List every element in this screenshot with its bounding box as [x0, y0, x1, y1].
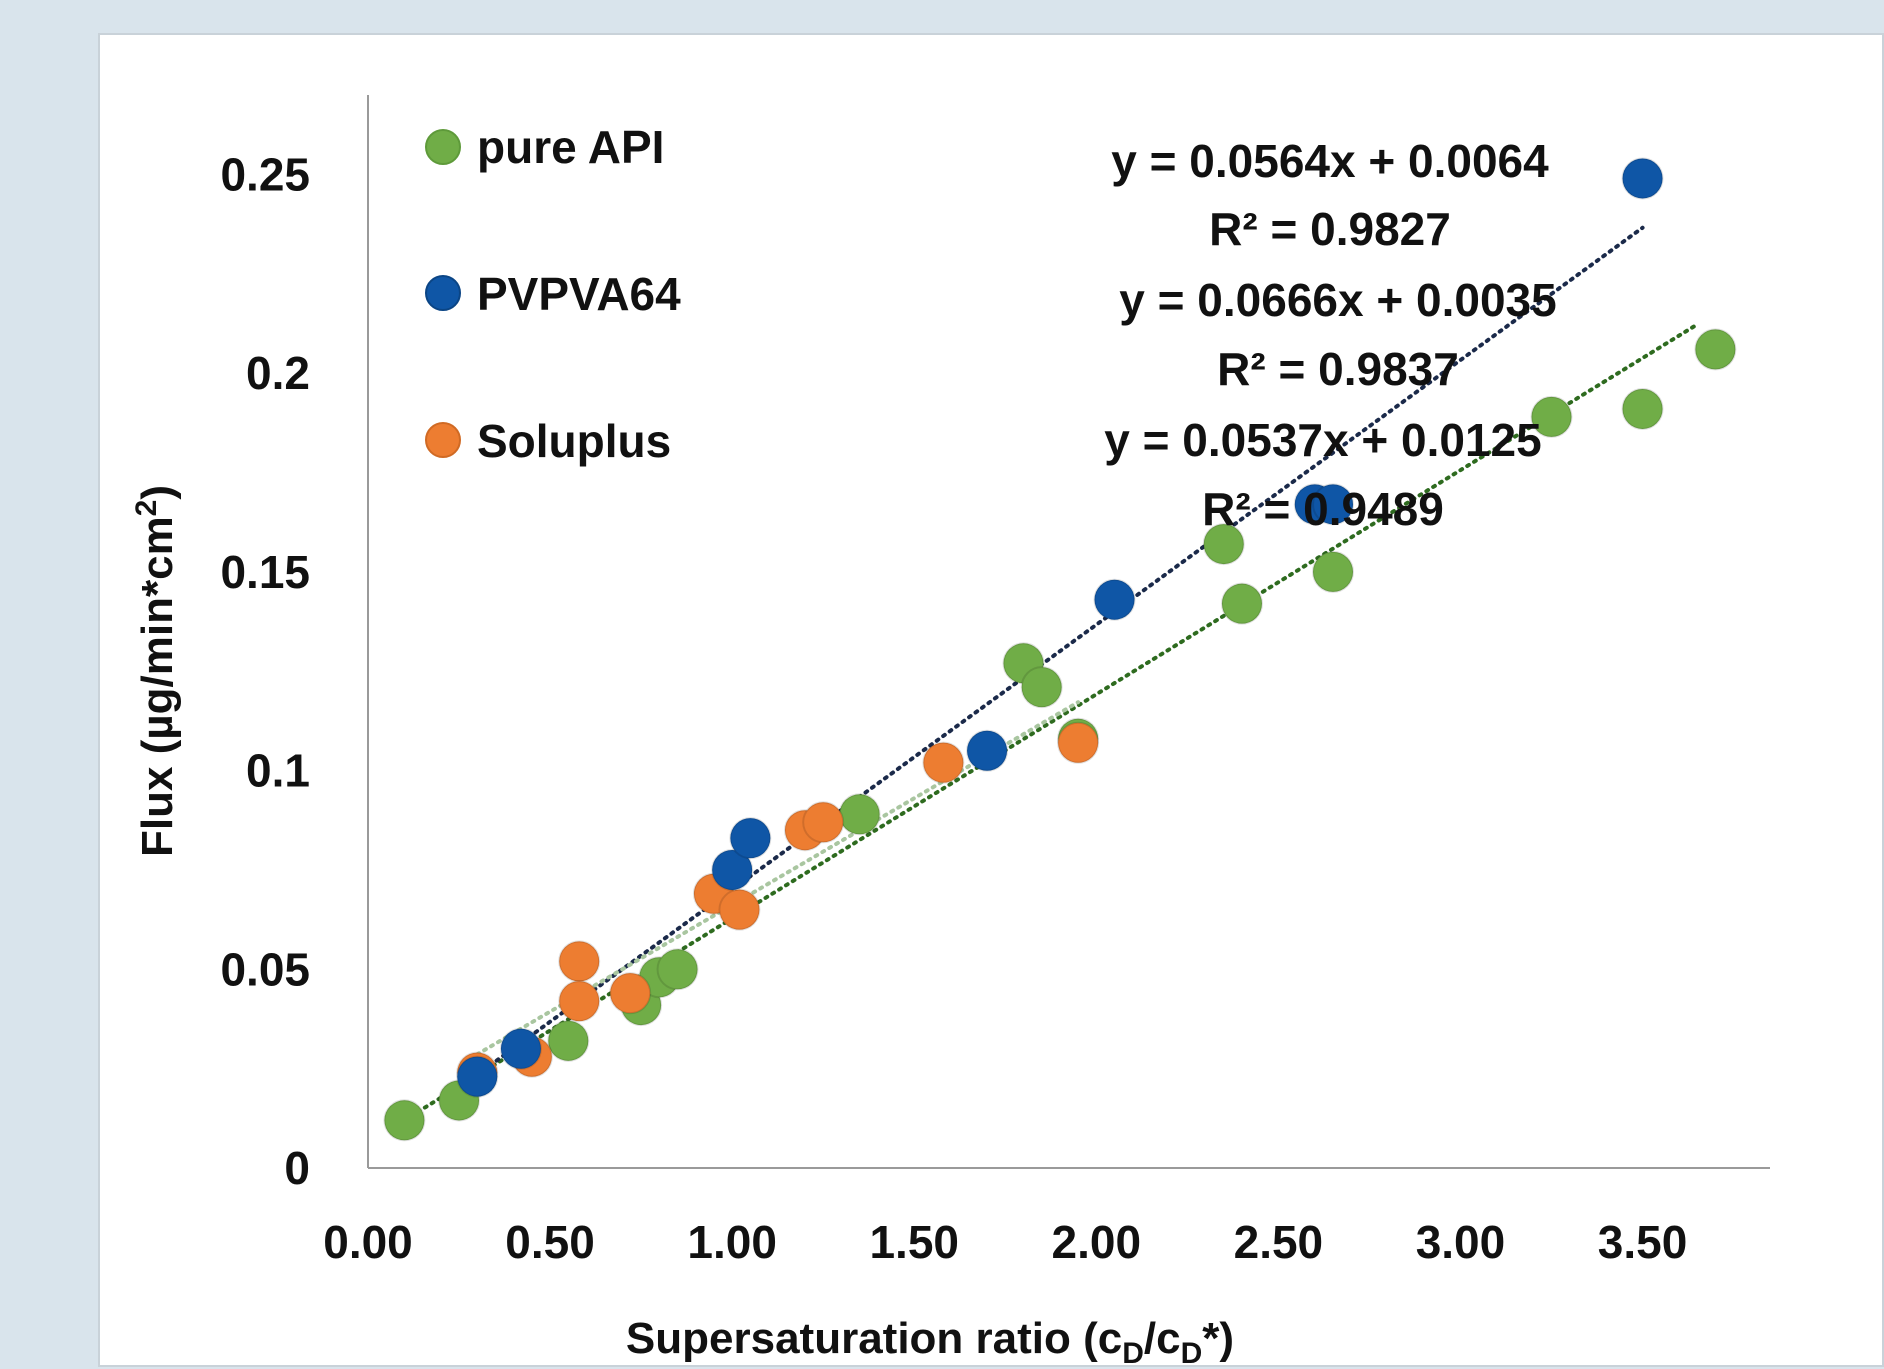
- scatter-chart: 0.00 0.50 1.00 1.50 2.00 2.50 3.00 3.50 0 0.05 0.1…: [130, 95, 1770, 1369]
- legend-item-pure-api: pure API: [425, 121, 664, 173]
- data-point-pure-api: [838, 793, 881, 836]
- series-pure-api: [383, 328, 1737, 1142]
- data-point-pure-api: [1312, 550, 1355, 593]
- data-point-pvpva64: [711, 848, 754, 891]
- y-tick-label: 0.15: [220, 546, 310, 598]
- legend-item-soluplus: Soluplus: [425, 415, 671, 467]
- data-point-pvpva64: [499, 1027, 542, 1070]
- data-point-pvpva64: [1093, 578, 1136, 621]
- data-point-soluplus: [922, 741, 965, 784]
- r2-soluplus: R² = 0.9489: [1202, 483, 1444, 535]
- data-point-pvpva64: [1621, 157, 1664, 200]
- series-soluplus: [456, 721, 1100, 1094]
- data-points: [383, 157, 1737, 1142]
- y-tick-label: 0.05: [220, 943, 310, 995]
- legend-label-pvpva64: PVPVA64: [477, 268, 681, 320]
- data-point-pvpva64: [456, 1055, 499, 1098]
- data-point-pure-api: [656, 948, 699, 991]
- legend-marker-pvpva64: [425, 275, 461, 311]
- r2-pure-api: R² = 0.9827: [1209, 203, 1451, 255]
- x-axis-title: Supersaturation ratio (cD/cD*): [626, 1314, 1234, 1369]
- trendlines: [402, 225, 1700, 1123]
- legend: pure API PVPVA64 Soluplus: [425, 121, 681, 467]
- legend-label-pure-api: pure API: [477, 121, 664, 173]
- series-pvpva64: [456, 157, 1664, 1098]
- y-tick-label: 0.2: [246, 347, 310, 399]
- data-point-pvpva64: [729, 817, 772, 860]
- data-point-pure-api: [547, 1019, 590, 1062]
- trendline-pure-api: [402, 322, 1700, 1123]
- data-point-soluplus: [609, 972, 652, 1015]
- data-point-soluplus: [558, 940, 601, 983]
- data-point-pure-api: [1694, 328, 1737, 371]
- x-tick-label: 0.50: [505, 1216, 595, 1268]
- data-point-soluplus: [718, 888, 761, 931]
- r2-pvpva64: R² = 0.9837: [1217, 343, 1459, 395]
- chart-card: 0.00 0.50 1.00 1.50 2.00 2.50 3.00 3.50 0 0.05 0.1…: [98, 33, 1884, 1369]
- data-point-pvpva64: [1312, 483, 1355, 526]
- x-tick-label: 1.50: [869, 1216, 959, 1268]
- axes: [367, 95, 1770, 1169]
- y-tick-label: 0.1: [246, 745, 310, 797]
- y-tick-label: 0: [284, 1142, 310, 1194]
- legend-label-soluplus: Soluplus: [477, 415, 671, 467]
- equation-soluplus: y = 0.0537x + 0.0125: [1104, 414, 1541, 466]
- x-tick-label: 2.00: [1052, 1216, 1142, 1268]
- x-tick-label: 2.50: [1234, 1216, 1324, 1268]
- data-point-pure-api: [383, 1099, 426, 1142]
- legend-item-pvpva64: PVPVA64: [425, 268, 681, 320]
- data-point-pure-api: [1220, 582, 1263, 625]
- equation-pure-api: y = 0.0564x + 0.0064: [1111, 135, 1549, 187]
- equation-pvpva64: y = 0.0666x + 0.0035: [1119, 274, 1556, 326]
- data-point-pure-api: [1202, 523, 1245, 566]
- x-tick-label: 1.00: [687, 1216, 777, 1268]
- data-point-soluplus: [1057, 721, 1100, 764]
- legend-marker-soluplus: [425, 422, 461, 458]
- data-point-soluplus: [558, 980, 601, 1023]
- tick-labels: 0.00 0.50 1.00 1.50 2.00 2.50 3.00 3.50 0 0.05 0.1…: [220, 148, 1687, 1268]
- x-tick-label: 3.50: [1598, 1216, 1688, 1268]
- data-point-pure-api: [1020, 666, 1063, 709]
- y-tick-label: 0.25: [220, 148, 310, 200]
- data-point-pure-api: [1621, 387, 1664, 430]
- legend-marker-pure-api: [425, 129, 461, 165]
- x-tick-label: 0.00: [323, 1216, 413, 1268]
- x-tick-label: 3.00: [1416, 1216, 1506, 1268]
- y-axis-title: Flux (µg/min*cm2): [130, 485, 182, 857]
- data-point-soluplus: [802, 801, 845, 844]
- trendline-pvpva64: [475, 225, 1645, 1077]
- data-point-pure-api: [1530, 395, 1573, 438]
- trendline-equations: y = 0.0564x + 0.0064 R² = 0.9827 y = 0.0…: [1104, 135, 1556, 535]
- data-point-pvpva64: [966, 729, 1009, 772]
